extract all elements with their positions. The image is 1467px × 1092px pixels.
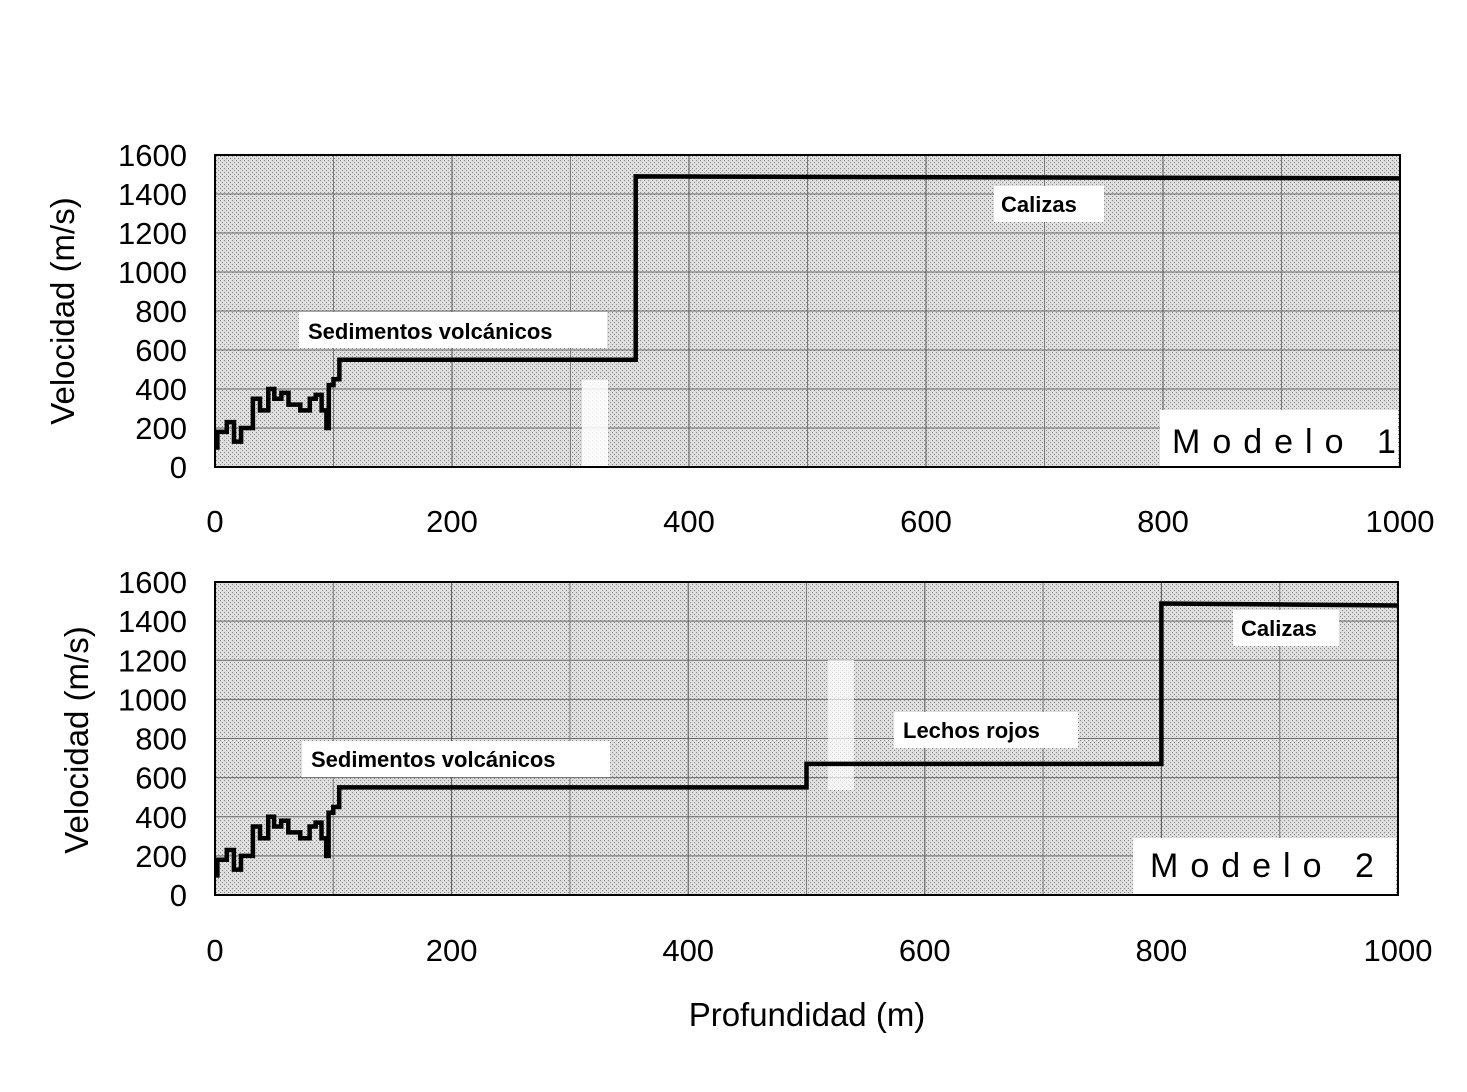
annotation-lechos-rojos: Lechos rojos [903,718,1040,743]
y-tick-label: 400 [135,800,187,835]
x-tick-label: 800 [1136,933,1188,968]
annotation-sedimentos-volcanicos: Sedimentos volcánicos [308,319,553,344]
chart-panel-modelo-2: 0 200 400 600 800 1000 1200 1400 1600 0 200 400 600… [58,565,1432,1033]
annotation-sedimentos-volcanicos: Sedimentos volcánicos [311,747,556,772]
y-tick-label: 800 [135,722,187,757]
plot-frame [214,154,1401,468]
y-tick-label: 200 [135,411,187,446]
x-tick-label: 400 [663,504,715,539]
annotation-calizas: Calizas [1001,192,1077,217]
series-line [215,601,1399,878]
x-tick-label: 200 [426,933,478,968]
series-line [215,174,1401,450]
y-axis-title: Velocidad (m/s) [58,626,95,853]
model-label-box [1133,838,1396,894]
plot-frame [214,581,1399,896]
x-axis-title: Profundidad (m) [689,996,926,1033]
x-tick-label: 0 [206,504,223,539]
chart-panel-modelo-1: 0 200 400 600 800 1000 1200 1400 1600 0 200 400 600… [44,138,1434,539]
y-tick-label: 200 [135,839,187,874]
y-tick-label: 1400 [118,177,187,212]
y-tick-label: 1000 [118,682,187,717]
x-tick-labels: 0 200 400 600 800 1000 [206,933,1432,968]
annotation-box-calizas [1233,610,1339,646]
y-tick-labels: 0 200 400 600 800 1000 1200 1400 1600 [118,138,187,485]
y-tick-label: 400 [135,372,187,407]
model-label-box [1160,410,1398,466]
y-tick-label: 0 [170,450,187,485]
x-tick-label: 800 [1137,504,1189,539]
x-tick-label: 1000 [1366,504,1435,539]
y-tick-label: 800 [135,294,187,329]
annotation-box-calizas [994,186,1104,222]
x-tick-label: 400 [662,933,714,968]
annotation-box-sedimentos [299,312,607,348]
gridlines [215,155,1400,467]
white-band [828,660,854,790]
x-tick-label: 600 [900,504,952,539]
annotation-calizas: Calizas [1241,616,1317,641]
y-tick-label: 0 [170,878,187,913]
model-label: Modelo 2 [1150,847,1386,885]
y-tick-label: 1000 [118,255,187,290]
x-tick-label: 0 [206,933,223,968]
x-tick-label: 1000 [1364,933,1433,968]
x-tick-label: 600 [899,933,951,968]
white-band [582,380,608,467]
model-label: Modelo 1 [1172,423,1408,461]
annotation-box-lechos-rojos [894,712,1078,748]
y-tick-labels: 0 200 400 600 800 1000 1200 1400 1600 [118,565,187,913]
annotation-box-sedimentos [302,741,610,777]
y-tick-label: 600 [135,333,187,368]
y-tick-label: 1200 [118,216,187,251]
y-axis-title: Velocidad (m/s) [44,197,81,424]
x-tick-label: 200 [426,504,478,539]
y-tick-label: 1600 [118,565,187,600]
x-tick-labels: 0 200 400 600 800 1000 [206,504,1434,539]
y-tick-label: 600 [135,761,187,796]
y-tick-label: 1200 [118,643,187,678]
y-tick-label: 1400 [118,604,187,639]
y-tick-label: 1600 [118,138,187,173]
